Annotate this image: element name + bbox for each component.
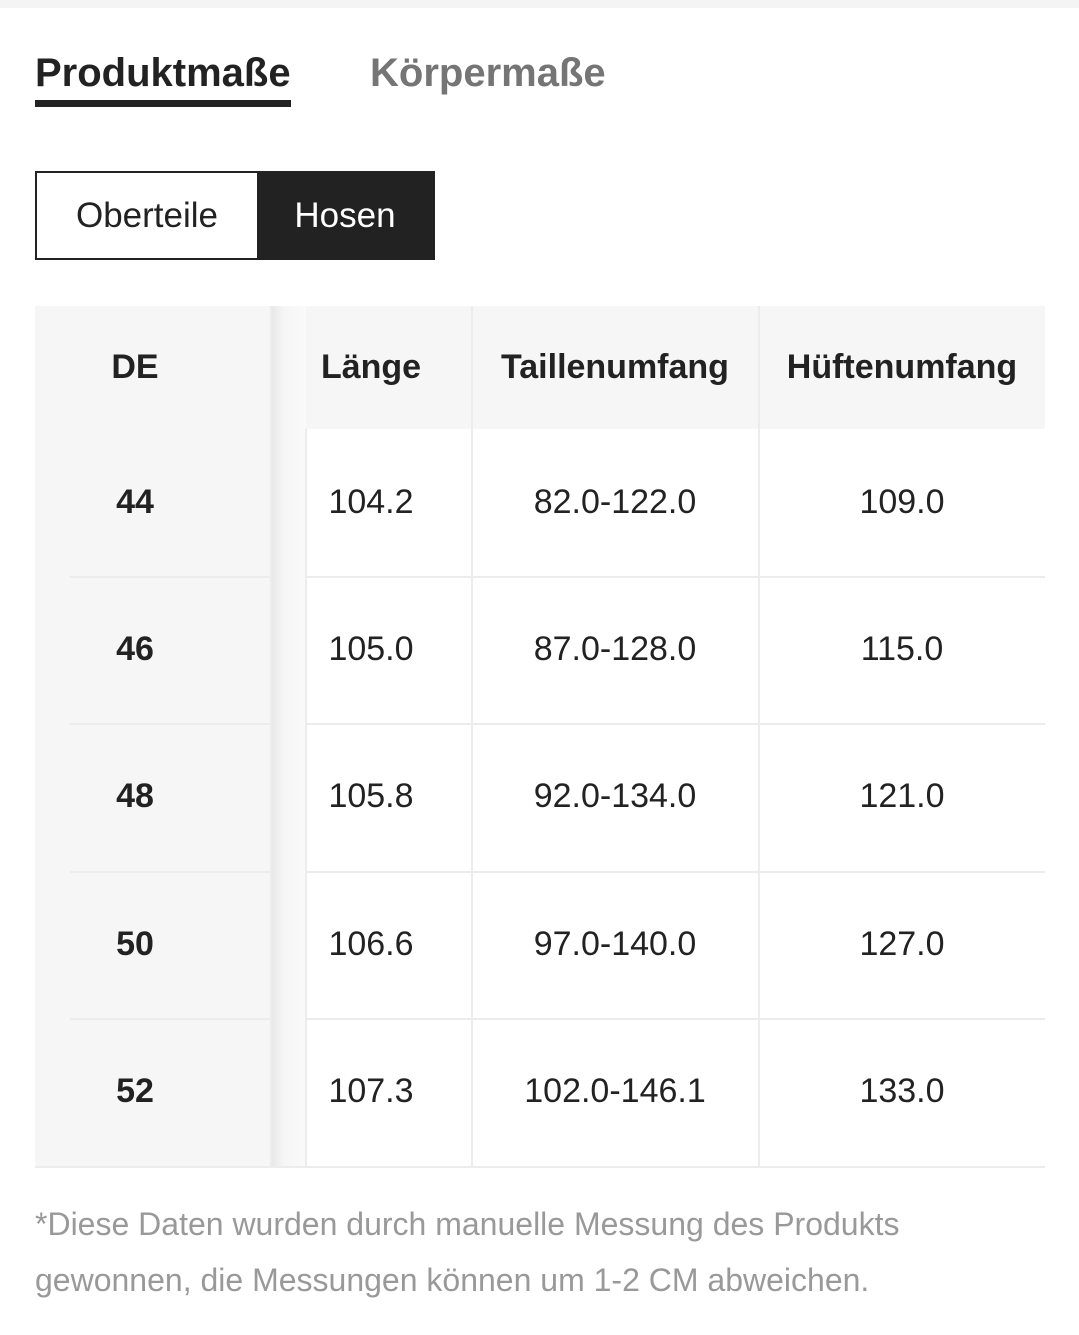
tab-body-measurements[interactable]: Körpermaße [370, 51, 606, 95]
row-divider [306, 871, 1045, 873]
size-label: 48 [116, 777, 154, 815]
category-switch: Oberteile Hosen [35, 171, 435, 260]
hip-value: 115.0 [860, 630, 944, 668]
length-value: 106.6 [328, 925, 414, 963]
header-waist: Taillenumfang [501, 348, 729, 386]
column-divider [758, 306, 760, 1168]
header-size: DE [111, 348, 159, 386]
column-divider [471, 306, 473, 1168]
length-value: 105.0 [328, 630, 414, 668]
size-label: 46 [116, 630, 154, 668]
length-value: 105.8 [328, 777, 414, 815]
measurement-tabs: Produktmaße Körpermaße [35, 48, 735, 110]
category-pants-button[interactable]: Hosen [257, 173, 433, 258]
row-divider [70, 1018, 270, 1020]
length-value: 104.2 [328, 483, 414, 521]
top-divider [0, 0, 1079, 8]
size-table: DE Länge Taillenumfang Hüftenumfang 44 1… [35, 306, 1045, 1168]
size-label: 52 [116, 1072, 154, 1110]
row-divider [306, 723, 1045, 725]
hip-value: 109.0 [859, 483, 945, 521]
row-divider [306, 576, 1045, 578]
waist-value: 102.0-146.1 [524, 1072, 706, 1110]
header-hip: Hüftenumfang [786, 348, 1018, 386]
size-label: 44 [116, 483, 154, 521]
waist-value: 87.0-128.0 [533, 630, 697, 668]
size-label: 50 [116, 925, 154, 963]
table-bottom-border [35, 1166, 1045, 1168]
column-divider [270, 306, 272, 1168]
frozen-column-shadow [270, 306, 306, 1168]
category-tops-button[interactable]: Oberteile [37, 173, 257, 258]
waist-value: 97.0-140.0 [533, 925, 697, 963]
length-value: 107.3 [328, 1072, 414, 1110]
header-length: Länge [320, 348, 422, 386]
waist-value: 92.0-134.0 [533, 777, 697, 815]
tab-product-measurements[interactable]: Produktmaße [35, 48, 291, 107]
hip-value: 133.0 [859, 1072, 945, 1110]
row-divider [70, 576, 270, 578]
measurement-disclaimer: *Diese Daten wurden durch manuelle Messu… [35, 1206, 900, 1298]
column-divider [305, 429, 307, 1168]
hip-value: 127.0 [859, 925, 945, 963]
waist-value: 82.0-122.0 [533, 483, 697, 521]
row-divider [306, 1018, 1045, 1020]
row-divider [70, 723, 270, 725]
size-column-background [35, 306, 270, 1168]
table-header-background [270, 306, 1045, 429]
hip-value: 121.0 [859, 777, 945, 815]
row-divider [70, 871, 270, 873]
table-body-background [306, 429, 1045, 1168]
